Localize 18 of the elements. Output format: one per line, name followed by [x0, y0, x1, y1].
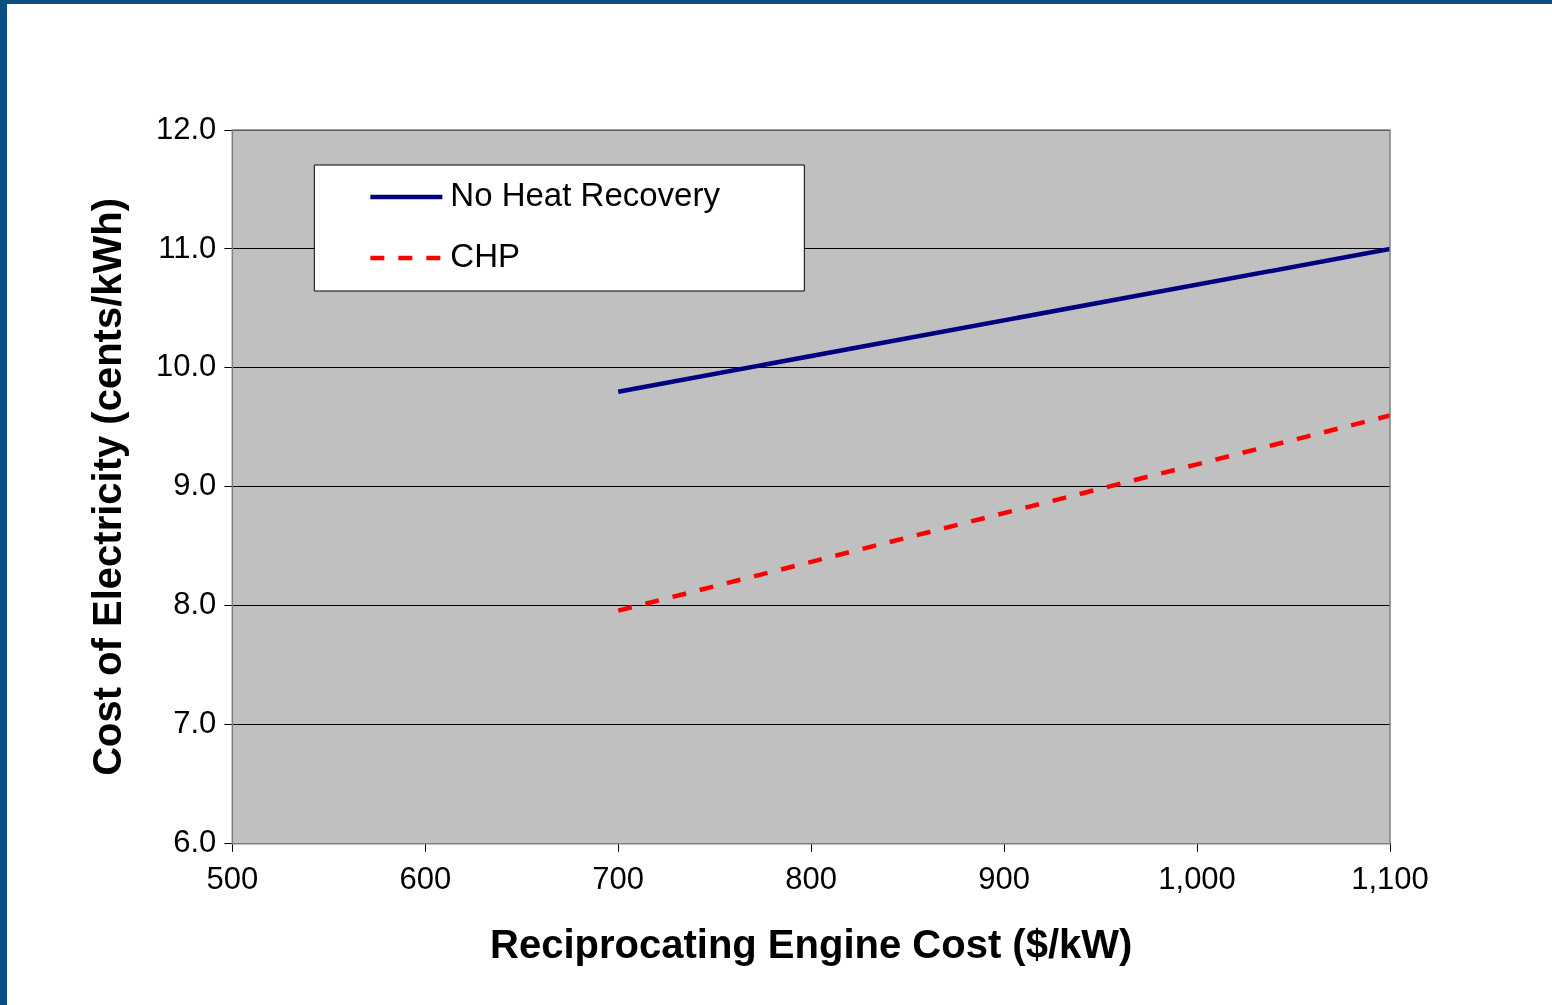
- x-tick-label: 500: [206, 860, 259, 896]
- x-tick-label: 900: [978, 860, 1030, 896]
- y-tick-label: 11.0: [158, 229, 217, 265]
- y-tick-label: 10.0: [155, 348, 217, 384]
- x-tick-label: 1,000: [1158, 860, 1236, 896]
- x-tick-label: 700: [592, 860, 645, 896]
- y-tick-label: 9.0: [173, 467, 217, 503]
- legend-label: CHP: [450, 237, 521, 275]
- y-tick-label: 6.0: [173, 824, 217, 860]
- y-tick-label: 7.0: [173, 705, 217, 741]
- x-tick-label: 600: [399, 860, 452, 896]
- y-axis-title: Cost of Electricity (cents/kWh): [85, 197, 130, 776]
- x-axis-title: Reciprocating Engine Cost ($/kW): [490, 922, 1133, 967]
- x-tick-label: 800: [785, 860, 838, 896]
- y-tick-label: 8.0: [173, 586, 217, 622]
- x-tick-label: 1,100: [1351, 860, 1429, 896]
- legend-label: No Heat Recovery: [450, 176, 721, 214]
- y-tick-label: 12.0: [155, 110, 217, 146]
